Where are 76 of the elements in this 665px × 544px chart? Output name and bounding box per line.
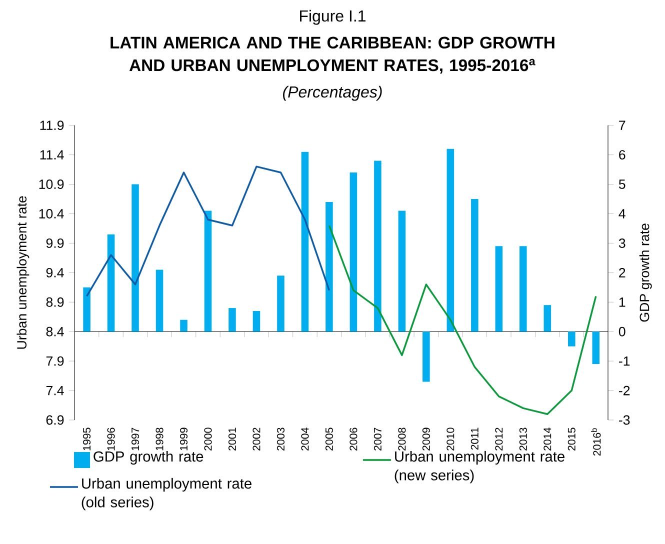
x-tick-label: 2010 (446, 428, 454, 450)
x-tick-label: 2000 (204, 428, 212, 450)
y-axis-title: Urban unemployment rate (16, 196, 30, 349)
bar (83, 287, 90, 332)
y-tick-label: 8.9 (46, 297, 64, 307)
y2-tick-label: -2 (618, 386, 630, 396)
x-tick-label: 2004 (301, 428, 309, 450)
bar (156, 270, 164, 332)
bar (228, 308, 236, 332)
bar (544, 305, 552, 332)
bar (568, 332, 576, 346)
y2-tick-label: 0 (618, 326, 626, 336)
x-tick-label: 1996 (107, 428, 115, 450)
x-tick-label: 1995 (83, 428, 91, 450)
y-tick-label: 10.9 (39, 180, 64, 189)
x-tick-label: 2011 (470, 428, 478, 450)
bar (132, 184, 139, 332)
y2-tick-label: -1 (618, 356, 630, 366)
y-tick-label: 9.9 (46, 238, 64, 248)
y-tick-label: 11.4 (40, 150, 64, 160)
x-tick-label: 2015 (568, 428, 576, 450)
y-tick-label: 10.4 (39, 209, 64, 218)
bar (398, 210, 406, 332)
y2-tick-label: 4 (618, 209, 626, 218)
x-tick-label: 2005 (325, 428, 333, 450)
x-tick-label: 2003 (276, 428, 285, 450)
bar (252, 310, 260, 332)
y-tick-label: 6.9 (46, 415, 64, 425)
bar (495, 246, 503, 332)
bar (592, 332, 600, 364)
bar (471, 199, 478, 332)
x-tick-label: 2007 (374, 428, 382, 450)
x-tick-label: 2009 (422, 428, 430, 450)
bar (204, 210, 212, 332)
x-tick-label: 1997 (132, 428, 140, 450)
y-tick-label: 8.4 (46, 326, 64, 336)
y2-tick-label: 5 (618, 180, 626, 189)
x-tick-label: 2001 (228, 428, 236, 450)
x-tick-label: 1999 (180, 428, 188, 450)
bar (301, 152, 309, 332)
bar (422, 332, 430, 382)
bar (277, 276, 284, 332)
x-tick-label: 2014 (544, 428, 552, 450)
x-tick-label: 2016$^{b}$ (591, 428, 601, 456)
chart-title: LATIN AMERICA AND THE CARIBBEAN: GDP GROWTH AND URBAN UNEMPLOYMENT RATES, 1995-2016$^{a}$ (110, 36, 554, 74)
chart-subtitle: (Percentages) (283, 86, 382, 101)
x-tick-label: 2006 (350, 428, 358, 450)
y-tick-label: 11.9 (40, 120, 64, 130)
y2-tick-label: 7 (619, 120, 626, 130)
x-tick-label: 2002 (252, 428, 260, 450)
text: Figure I.1 (300, 10, 366, 25)
legend-label: GDP growth rate (94, 450, 204, 465)
line-series (86, 166, 330, 298)
bar (520, 246, 527, 332)
y2-tick-label: -3 (618, 415, 630, 425)
bar (107, 234, 115, 332)
line-series (328, 224, 597, 415)
x-tick-label: 1998 (156, 428, 164, 450)
y2-tick-label: 2 (619, 268, 626, 278)
bar (326, 202, 333, 332)
y2-tick-label: 6 (619, 150, 626, 160)
bar (180, 320, 188, 332)
y2-axis-title: GDP growth rate (639, 224, 652, 322)
y-tick-label: 7.9 (46, 356, 64, 366)
bar (446, 148, 454, 332)
bar (374, 160, 382, 332)
x-tick-label: 2013 (519, 428, 527, 450)
y2-tick-label: 3 (618, 238, 626, 248)
legend-label: Urban unemployment rate (new series) (394, 450, 564, 484)
legend-label: Urban unemployment rate (old series) (82, 478, 252, 510)
x-tick-label: 2008 (398, 428, 406, 450)
bar (350, 172, 358, 332)
y2-tick-label: 1 (619, 298, 626, 307)
y-tick-label: 7.4 (46, 386, 64, 396)
y-tick-label: 9.4 (46, 268, 64, 278)
x-tick-label: 2012 (495, 428, 503, 450)
